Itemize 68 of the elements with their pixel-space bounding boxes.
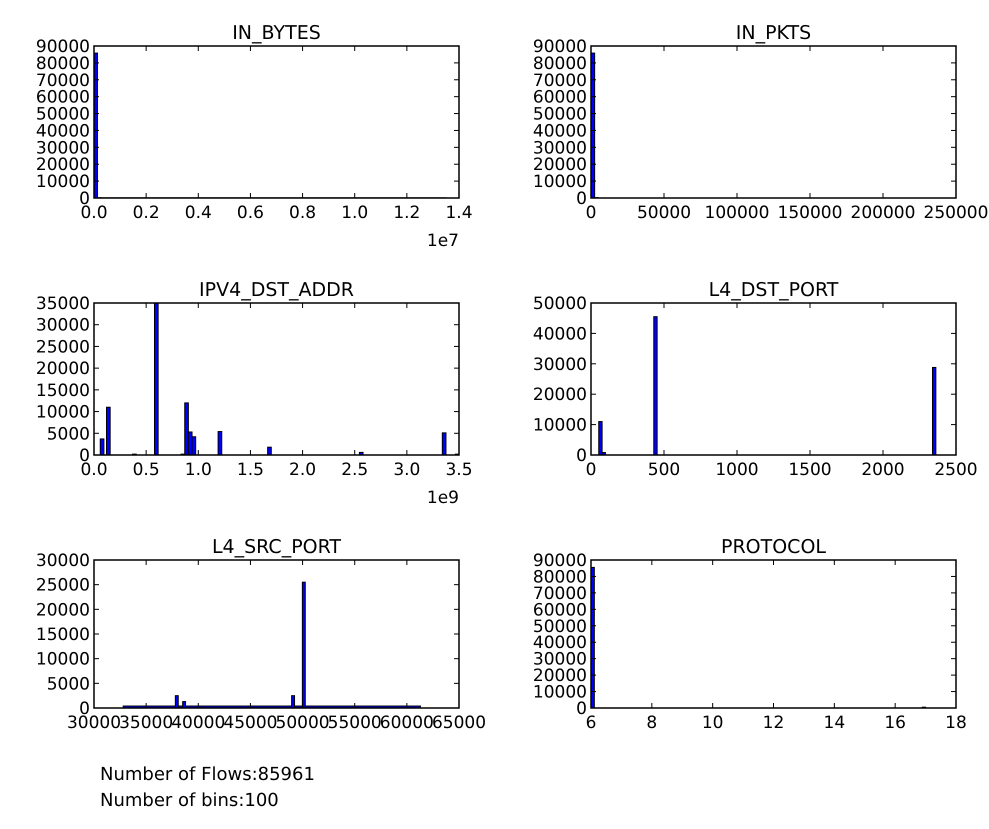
chart-title: PROTOCOL [721, 536, 826, 558]
x-tick-label: 150000 [778, 203, 842, 223]
x-tick-label: 14 [824, 713, 846, 733]
x-tick-label: 1000 [715, 460, 759, 480]
y-tick-label: 10000 [532, 416, 587, 436]
y-tick-label: 10000 [36, 650, 90, 670]
x-tick-label: 250000 [924, 203, 988, 223]
text: Number of bins:100 [100, 790, 279, 811]
x-tick-label: 65000 [432, 713, 486, 733]
x-tick-label: 55000 [328, 713, 382, 733]
x-tick-label: 3.0 [393, 460, 420, 480]
x-tick-label: 50000 [636, 203, 692, 223]
chart-title: IN_PKTS [736, 22, 812, 44]
text: Number of Flows:85961 [100, 764, 315, 785]
x-tick-label: 6 [586, 713, 596, 733]
x-tick-label: 1.4 [445, 203, 473, 223]
y-tick-label: 25000 [36, 576, 90, 596]
y-tick-label: 0 [576, 699, 587, 719]
y-tick-label: 10000 [36, 402, 90, 423]
x-tick-label: 1500 [788, 460, 832, 480]
y-tick-label: 20000 [36, 359, 90, 380]
x-tick-label: 40000 [171, 713, 226, 733]
y-tick-label: 50000 [532, 294, 587, 314]
x-tick-label: 12 [762, 713, 784, 733]
y-tick-label: 35000 [36, 294, 90, 314]
x-tick-label: 1.0 [341, 203, 368, 223]
x-tick-label: 3.5 [445, 460, 473, 480]
y-tick-label: 5000 [46, 674, 90, 694]
x-axis-title: 1e9 [426, 488, 459, 508]
x-tick-label: 1.0 [184, 460, 212, 480]
x-tick-label: 2500 [934, 460, 978, 480]
x-tick-label: 8 [646, 713, 658, 733]
x-tick-label: 18 [945, 713, 967, 733]
x-tick-label: 2.0 [289, 460, 316, 480]
chart-title: IN_BYTES [232, 22, 321, 44]
x-tick-label: 2000 [861, 460, 905, 480]
x-tick-label: 100000 [704, 203, 770, 223]
x-tick-label: 0.4 [184, 203, 212, 223]
x-axis-title: 1e7 [426, 231, 459, 251]
x-tick-label: 35000 [119, 713, 174, 733]
y-tick-label: 0 [576, 446, 587, 466]
y-tick-label: 30000 [532, 354, 587, 375]
y-tick-label: 25000 [36, 337, 90, 358]
x-tick-label: 45000 [223, 713, 278, 733]
x-tick-label: 1.5 [236, 460, 264, 480]
x-tick-label: 0.8 [289, 203, 316, 223]
x-tick-label: 0.5 [132, 460, 160, 480]
x-tick-label: 2.5 [341, 460, 368, 480]
y-tick-label: 30000 [36, 316, 90, 336]
chart-title: L4_DST_PORT [708, 279, 839, 301]
y-tick-label: 15000 [36, 380, 90, 401]
y-tick-label: 30000 [36, 551, 90, 571]
y-tick-label: 20000 [532, 385, 587, 406]
x-tick-label: 0.2 [132, 203, 160, 223]
x-tick-label: 1.2 [393, 203, 420, 223]
x-tick-label: 0.6 [236, 203, 264, 223]
x-tick-label: 60000 [380, 713, 434, 733]
y-tick-label: 40000 [532, 324, 587, 344]
chart-title: L4_SRC_PORT [212, 536, 342, 558]
x-tick-label: 500 [648, 460, 680, 480]
y-tick-label: 5000 [46, 424, 90, 444]
chart-title: IPV4_DST_ADDR [199, 279, 354, 301]
y-tick-label: 15000 [36, 625, 90, 645]
y-tick-label: 20000 [36, 600, 90, 620]
x-tick-label: 50000 [276, 713, 330, 733]
x-tick-label: 10 [702, 713, 724, 733]
x-tick-label: 200000 [850, 203, 916, 223]
x-tick-label: 16 [884, 713, 906, 733]
